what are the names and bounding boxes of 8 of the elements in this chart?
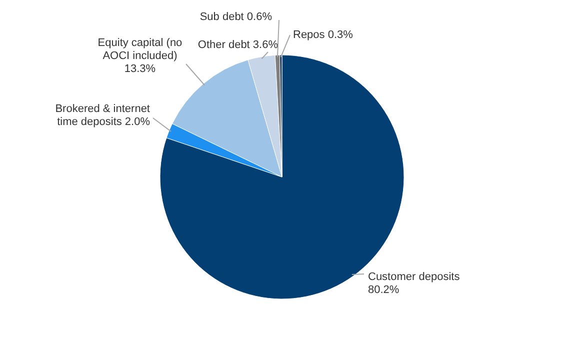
slice-label: Sub debt 0.6%: [200, 11, 272, 23]
slice-label: Other debt 3.6%: [198, 39, 278, 51]
slice-label: Brokered & internet time deposits 2.0%: [55, 103, 150, 128]
data-label: 80.2%: [368, 284, 400, 296]
slice-label: Customer deposits: [368, 271, 460, 283]
slice-label: Repos 0.3%: [293, 29, 354, 41]
slice-label: Equity capital (no AOCI included): [98, 37, 182, 62]
data-label: 13.3%: [124, 63, 156, 75]
